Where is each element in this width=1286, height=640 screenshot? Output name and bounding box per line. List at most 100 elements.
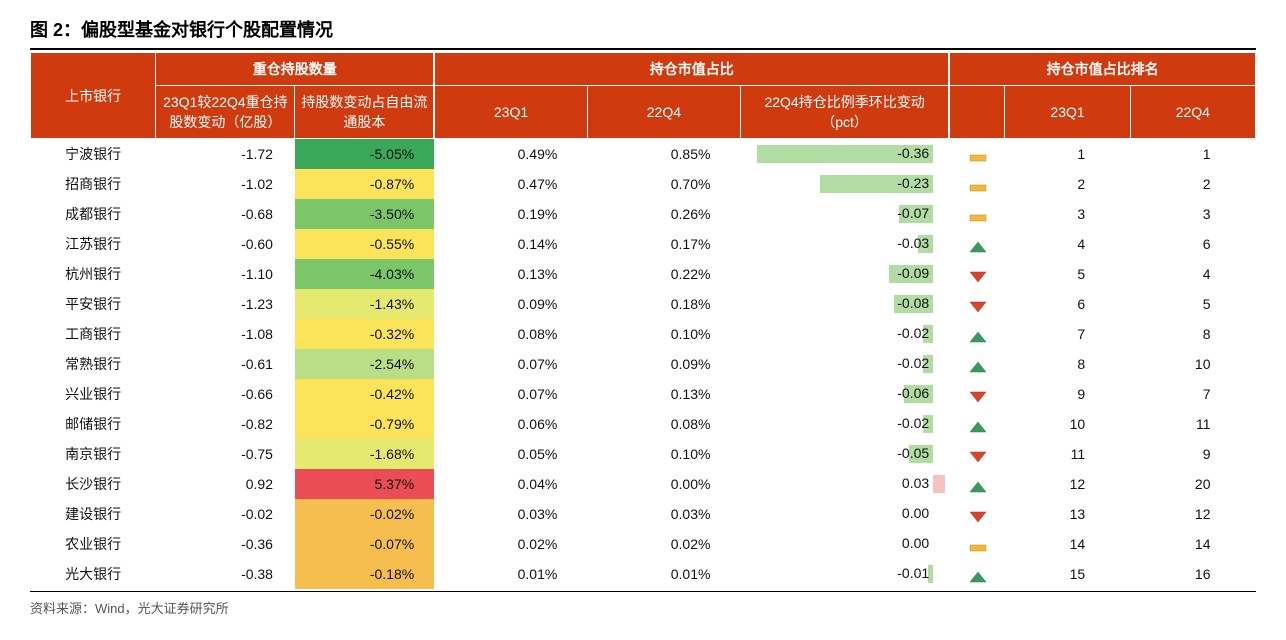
qoq-bar-cell: -0.01 [740, 559, 949, 589]
mv-23q1: 0.19% [434, 199, 587, 229]
bank-name: 南京银行 [31, 439, 156, 469]
rank-indicator-down-icon [949, 259, 1005, 289]
table-row: 建设银行-0.02-0.02%0.03%0.03%0.001312 [31, 499, 1256, 529]
table-row: 招商银行-1.02-0.87%0.47%0.70%-0.2322 [31, 169, 1256, 199]
rank-22q4: 14 [1130, 529, 1255, 559]
source-note: 资料来源：Wind，光大证券研究所 [30, 591, 1256, 617]
table-row: 常熟银行-0.61-2.54%0.07%0.09%-0.02810 [31, 349, 1256, 379]
rank-23q1: 14 [1005, 529, 1130, 559]
allocation-table: 上市银行 重仓持股数量 持仓市值占比 持仓市值占比排名 23Q1较22Q4重仓持… [30, 52, 1256, 589]
mv-22q4: 0.09% [587, 349, 740, 379]
delta-cell: -1.02 [156, 169, 295, 199]
qoq-bar-cell: -0.02 [740, 409, 949, 439]
col-23q1: 23Q1 [434, 86, 587, 139]
rank-indicator-up-icon [949, 319, 1005, 349]
rank-indicator-down-icon [949, 499, 1005, 529]
group-rank: 持仓市值占比排名 [949, 53, 1255, 86]
rank-indicator-flat-icon [949, 139, 1005, 170]
rank-23q1: 13 [1005, 499, 1130, 529]
delta-cell: -0.82 [156, 409, 295, 439]
delta-cell: -0.66 [156, 379, 295, 409]
bank-name: 招商银行 [31, 169, 156, 199]
group-mv-share: 持仓市值占比 [434, 53, 949, 86]
qoq-bar-cell: -0.06 [740, 379, 949, 409]
bank-name: 成都银行 [31, 199, 156, 229]
bank-name: 长沙银行 [31, 469, 156, 499]
col-indicator [949, 86, 1005, 139]
qoq-bar-cell: 0.00 [740, 499, 949, 529]
mv-22q4: 0.17% [587, 229, 740, 259]
mv-23q1: 0.03% [434, 499, 587, 529]
rank-22q4: 2 [1130, 169, 1255, 199]
qoq-bar-cell: -0.23 [740, 169, 949, 199]
mv-23q1: 0.06% [434, 409, 587, 439]
table-row: 平安银行-1.23-1.43%0.09%0.18%-0.0865 [31, 289, 1256, 319]
table-row: 成都银行-0.68-3.50%0.19%0.26%-0.0733 [31, 199, 1256, 229]
rank-22q4: 12 [1130, 499, 1255, 529]
pctfree-heat-cell: -1.68% [295, 439, 434, 469]
pctfree-heat-cell: -5.05% [295, 139, 434, 170]
col-r23q1: 23Q1 [1005, 86, 1130, 139]
rank-22q4: 16 [1130, 559, 1255, 589]
qoq-bar-cell: -0.07 [740, 199, 949, 229]
delta-cell: -1.72 [156, 139, 295, 170]
table-row: 杭州银行-1.10-4.03%0.13%0.22%-0.0954 [31, 259, 1256, 289]
bank-name: 农业银行 [31, 529, 156, 559]
rank-23q1: 3 [1005, 199, 1130, 229]
mv-22q4: 0.03% [587, 499, 740, 529]
bank-name: 宁波银行 [31, 139, 156, 170]
rank-indicator-up-icon [949, 409, 1005, 439]
delta-cell: -0.75 [156, 439, 295, 469]
delta-cell: -1.08 [156, 319, 295, 349]
delta-cell: -0.61 [156, 349, 295, 379]
rank-23q1: 12 [1005, 469, 1130, 499]
delta-cell: 0.92 [156, 469, 295, 499]
table-row: 工商银行-1.08-0.32%0.08%0.10%-0.0278 [31, 319, 1256, 349]
bank-name: 光大银行 [31, 559, 156, 589]
mv-22q4: 0.22% [587, 259, 740, 289]
rank-23q1: 6 [1005, 289, 1130, 319]
mv-23q1: 0.14% [434, 229, 587, 259]
qoq-bar-cell: -0.08 [740, 289, 949, 319]
bank-name: 工商银行 [31, 319, 156, 349]
rank-22q4: 6 [1130, 229, 1255, 259]
rank-22q4: 4 [1130, 259, 1255, 289]
bank-name: 平安银行 [31, 289, 156, 319]
rank-indicator-down-icon [949, 379, 1005, 409]
table-row: 南京银行-0.75-1.68%0.05%0.10%-0.05119 [31, 439, 1256, 469]
rank-indicator-flat-icon [949, 169, 1005, 199]
rank-indicator-up-icon [949, 349, 1005, 379]
qoq-bar-cell: 0.03 [740, 469, 949, 499]
pctfree-heat-cell: -0.18% [295, 559, 434, 589]
bank-name: 建设银行 [31, 499, 156, 529]
col-pctfree: 持股数变动占自由流通股本 [295, 86, 434, 139]
pctfree-heat-cell: 5.37% [295, 469, 434, 499]
rank-indicator-down-icon [949, 439, 1005, 469]
delta-cell: -0.02 [156, 499, 295, 529]
rank-22q4: 9 [1130, 439, 1255, 469]
qoq-bar-cell: -0.05 [740, 439, 949, 469]
rank-23q1: 4 [1005, 229, 1130, 259]
table-row: 农业银行-0.36-0.07%0.02%0.02%0.001414 [31, 529, 1256, 559]
rank-indicator-flat-icon [949, 199, 1005, 229]
rank-23q1: 2 [1005, 169, 1130, 199]
pctfree-heat-cell: -4.03% [295, 259, 434, 289]
rank-23q1: 8 [1005, 349, 1130, 379]
col-delta: 23Q1较22Q4重仓持股数变动（亿股） [156, 86, 295, 139]
mv-23q1: 0.09% [434, 289, 587, 319]
qoq-bar-cell: -0.03 [740, 229, 949, 259]
rank-22q4: 11 [1130, 409, 1255, 439]
pctfree-heat-cell: -1.43% [295, 289, 434, 319]
rank-22q4: 20 [1130, 469, 1255, 499]
pctfree-heat-cell: -0.79% [295, 409, 434, 439]
rank-23q1: 9 [1005, 379, 1130, 409]
rank-indicator-down-icon [949, 289, 1005, 319]
table-row: 江苏银行-0.60-0.55%0.14%0.17%-0.0346 [31, 229, 1256, 259]
rank-indicator-up-icon [949, 469, 1005, 499]
rank-23q1: 11 [1005, 439, 1130, 469]
table-row: 光大银行-0.38-0.18%0.01%0.01%-0.011516 [31, 559, 1256, 589]
mv-23q1: 0.01% [434, 559, 587, 589]
pctfree-heat-cell: -3.50% [295, 199, 434, 229]
mv-23q1: 0.05% [434, 439, 587, 469]
mv-23q1: 0.13% [434, 259, 587, 289]
